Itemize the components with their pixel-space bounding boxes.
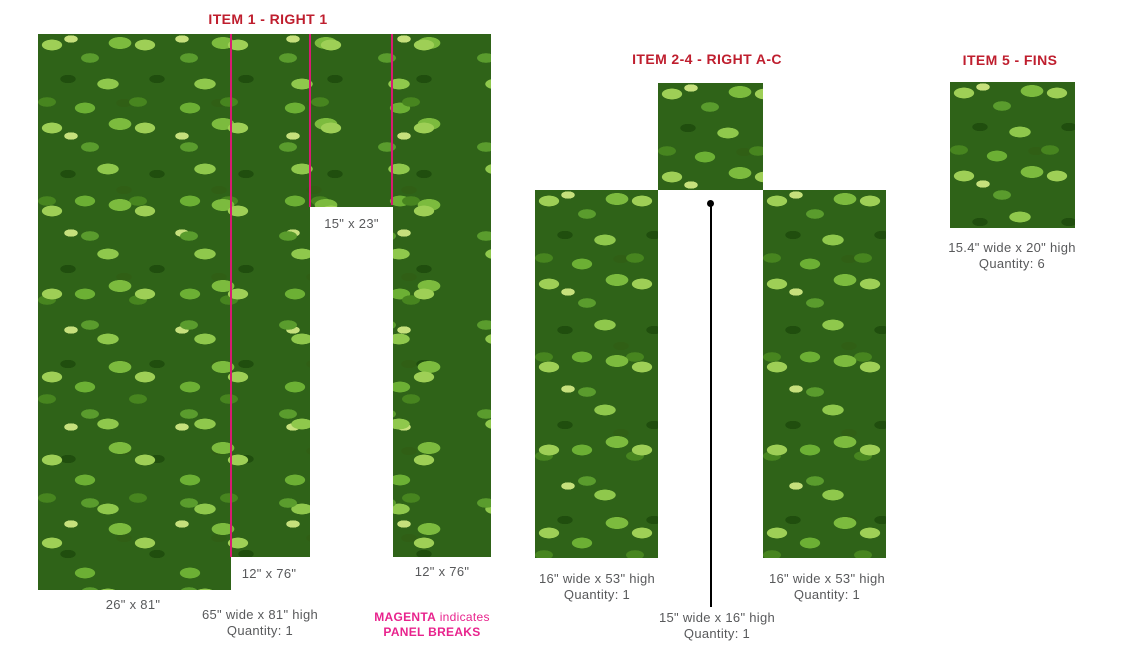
item2-4-center-label-block: 15" wide x 16" high Quantity: 1 [637, 610, 797, 641]
item2-4-right-label-block: 16" wide x 53" high Quantity: 1 [747, 571, 907, 602]
item5-fin-panel-graphic [950, 82, 1075, 228]
item1-hedge-graphic [38, 34, 491, 590]
panel-break-line-1 [230, 34, 232, 557]
item1-title: ITEM 1 - RIGHT 1 [208, 11, 328, 27]
item5-label-block: 15.4" wide x 20" high Quantity: 6 [932, 240, 1092, 271]
item1-size-quantity-block: 65" wide x 81" high Quantity: 1 [160, 607, 360, 638]
item2-4-right-quantity-label: Quantity: 1 [793, 586, 861, 602]
panel-breaks-note-indicates-word: indicates [436, 610, 490, 624]
item2-4-center-quantity-label: Quantity: 1 [683, 625, 751, 641]
item1-quantity-label: Quantity: 1 [226, 622, 294, 638]
item1-bottom-cutout-mask [231, 557, 491, 590]
panel-break-line-3 [391, 34, 393, 205]
item5-size-label: 15.4" wide x 20" high [948, 240, 1076, 255]
panel-breaks-note-line2: PANEL BREAKS [383, 624, 481, 639]
item2-4-left-size-label: 16" wide x 53" high [538, 571, 656, 586]
center-panel-callout-dot [707, 200, 714, 207]
center-panel-callout-line [710, 204, 712, 607]
item1-center-cutout-mask [310, 207, 393, 557]
panel-breaks-note-line1: MAGENTA indicates [352, 610, 512, 625]
item2-4-title: ITEM 2-4 - RIGHT A-C [632, 51, 782, 67]
item1-panel-d-dimension-label: 12" x 76" [414, 564, 470, 579]
item2-4-right-panel-graphic [763, 190, 886, 558]
item2-4-top-panel-graphic [658, 83, 763, 190]
panel-break-line-2 [309, 34, 311, 207]
item2-4-center-size-label: 15" wide x 16" high [658, 610, 776, 625]
item1-cutout-dimension-label: 15" x 23" [324, 216, 379, 231]
item2-4-right-size-label: 16" wide x 53" high [768, 571, 886, 586]
item2-4-left-panel-graphic [535, 190, 658, 558]
item2-4-left-label-block: 16" wide x 53" high Quantity: 1 [517, 571, 677, 602]
item1-panel-a-dimension-label: 26" x 81" [105, 597, 161, 612]
panel-breaks-note-magenta-word: MAGENTA [374, 610, 437, 624]
item2-4-left-quantity-label: Quantity: 1 [563, 586, 631, 602]
panel-breaks-note: MAGENTA indicates PANEL BREAKS [352, 610, 512, 639]
item5-title: ITEM 5 - FINS [962, 52, 1058, 68]
item1-panel-b-dimension-label: 12" x 76" [241, 566, 297, 581]
item5-quantity-label: Quantity: 6 [978, 255, 1046, 271]
item1-overall-size-label: 65" wide x 81" high [201, 607, 319, 622]
